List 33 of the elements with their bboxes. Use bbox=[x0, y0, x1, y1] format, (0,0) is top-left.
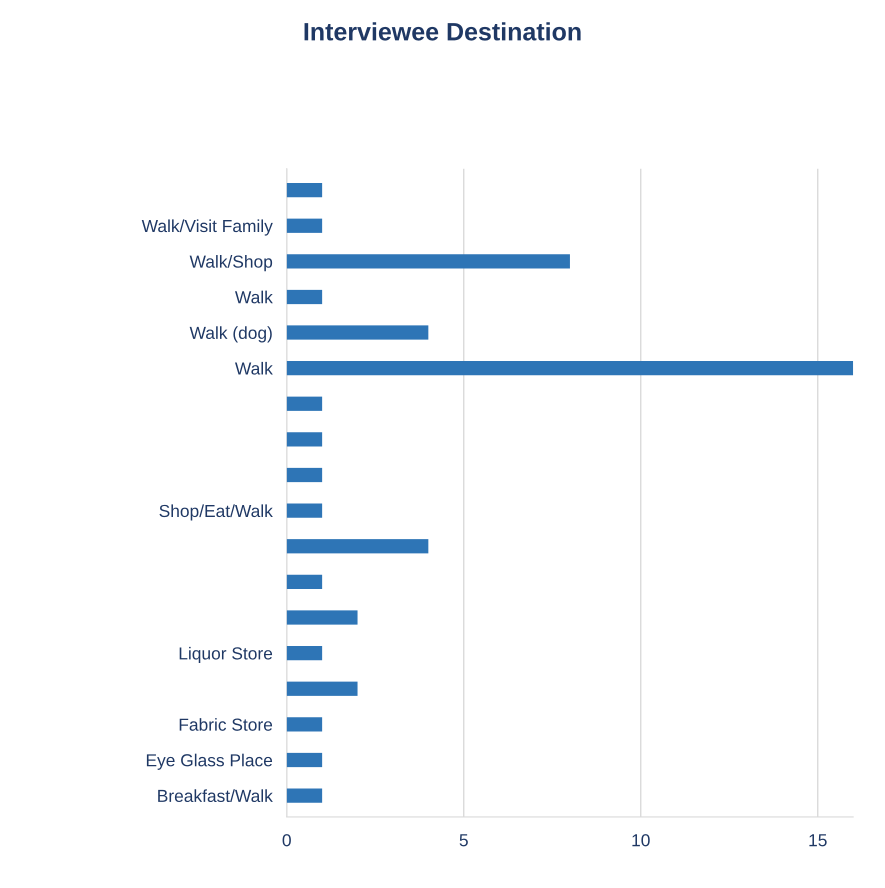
y-tick-label: Liquor Store bbox=[180, 646, 272, 664]
x-tick-label: 0 bbox=[282, 834, 291, 846]
bar bbox=[286, 717, 322, 732]
y-tick-label: Fabric Store bbox=[180, 718, 272, 731]
chart-title: Interviewee Destination bbox=[304, 22, 581, 41]
y-tick-label: Walk bbox=[235, 290, 273, 304]
y-tick-label: Breakfast/Walk bbox=[158, 789, 273, 802]
bar bbox=[286, 752, 322, 768]
bar bbox=[286, 610, 358, 625]
y-tick-label: Walk (dog) bbox=[190, 326, 272, 342]
x-tick-label: 15 bbox=[809, 834, 827, 846]
y-tick-label: Walk/Visit Family bbox=[142, 219, 273, 236]
y-tick-label: Eye Glass Place bbox=[146, 754, 272, 770]
bar bbox=[286, 290, 322, 304]
bar bbox=[286, 468, 322, 482]
bar bbox=[286, 361, 854, 376]
bar bbox=[286, 682, 358, 696]
bar bbox=[286, 646, 322, 660]
bar bbox=[286, 432, 322, 447]
y-tick-label: Walk/Shop bbox=[190, 255, 272, 272]
y-tick-label: Shop/Eat/Walk bbox=[159, 504, 273, 521]
bar bbox=[286, 574, 322, 590]
bar bbox=[286, 504, 322, 518]
bar bbox=[286, 396, 322, 411]
bar bbox=[286, 182, 322, 198]
x-tick-label: 5 bbox=[460, 834, 468, 846]
bar bbox=[286, 539, 428, 554]
bar bbox=[286, 218, 322, 233]
x-tick-label: 10 bbox=[632, 834, 650, 846]
bar bbox=[286, 325, 428, 340]
y-tick-label: Walk bbox=[235, 362, 273, 375]
bar bbox=[286, 254, 570, 268]
bar bbox=[286, 788, 322, 803]
